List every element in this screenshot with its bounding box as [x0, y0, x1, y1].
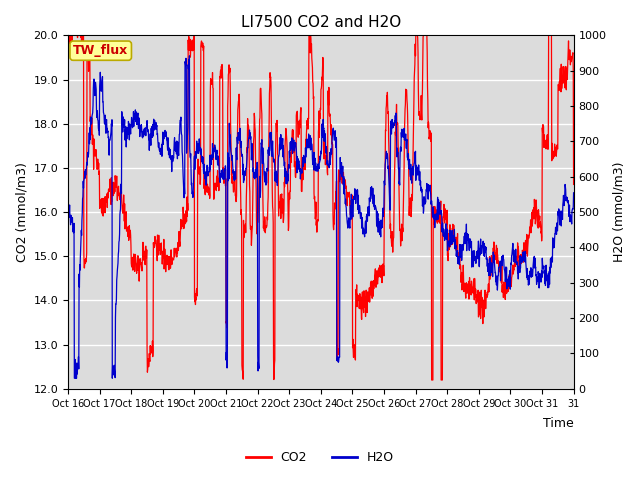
H2O	[538, 268, 545, 274]
CO2	[64, 38, 72, 44]
Legend: CO2, H2O: CO2, H2O	[241, 446, 399, 469]
CO2	[293, 115, 301, 121]
Y-axis label: H2O (mmol/m3): H2O (mmol/m3)	[612, 162, 625, 263]
CO2	[428, 377, 435, 383]
CO2	[570, 181, 577, 187]
H2O	[323, 160, 331, 166]
H2O	[186, 53, 193, 59]
CO2	[323, 161, 331, 167]
Text: TW_flux: TW_flux	[73, 44, 129, 57]
Title: LI7500 CO2 and H2O: LI7500 CO2 and H2O	[241, 15, 401, 30]
CO2	[413, 33, 420, 38]
Line: H2O: H2O	[68, 56, 573, 378]
H2O	[293, 154, 301, 159]
CO2	[65, 33, 72, 38]
H2O	[570, 190, 577, 196]
H2O	[155, 140, 163, 145]
H2O	[70, 375, 78, 381]
H2O	[74, 364, 82, 370]
Line: CO2: CO2	[68, 36, 573, 380]
CO2	[74, 33, 82, 38]
CO2	[155, 232, 163, 238]
H2O	[64, 212, 72, 218]
H2O	[413, 166, 421, 171]
Y-axis label: CO2 (mmol/m3): CO2 (mmol/m3)	[15, 162, 28, 262]
CO2	[538, 238, 545, 244]
Text: Time: Time	[543, 417, 573, 430]
